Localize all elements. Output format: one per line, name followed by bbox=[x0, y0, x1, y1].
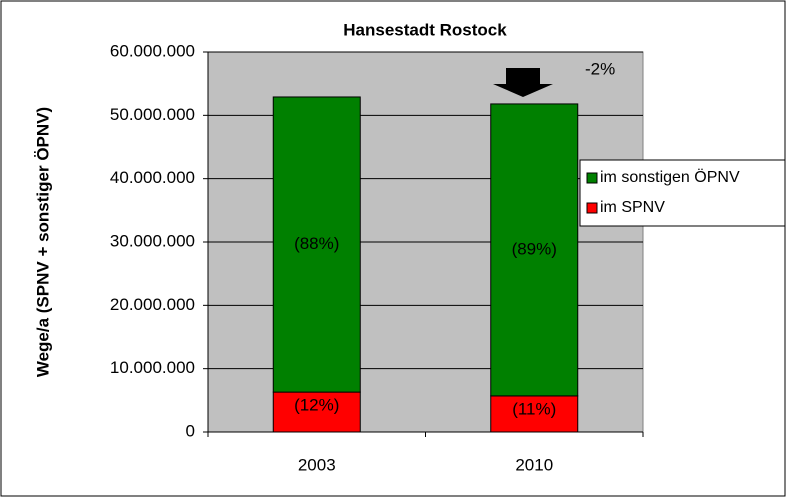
y-tick-label: 60.000.000 bbox=[110, 41, 195, 60]
y-axis-title: Wege/a (SPNV + sonstiger ÖPNV) bbox=[33, 107, 52, 377]
legend-swatch bbox=[586, 202, 598, 214]
legend-label: im SPNV bbox=[600, 199, 665, 216]
y-tick-label: 50.000.000 bbox=[110, 105, 195, 124]
share-label: (12%) bbox=[294, 396, 339, 415]
share-label: (11%) bbox=[512, 399, 556, 418]
bar-segment bbox=[490, 395, 579, 433]
y-tick-label: 40.000.000 bbox=[110, 168, 195, 187]
bar-segment bbox=[272, 391, 361, 433]
bar-segment bbox=[490, 103, 579, 397]
y-tick-label: 0 bbox=[186, 421, 195, 440]
legend-label: im sonstigen ÖPNV bbox=[600, 168, 740, 186]
bar-segment bbox=[272, 96, 361, 393]
y-tick-label: 10.000.000 bbox=[110, 358, 195, 377]
chart-title: Hansestadt Rostock bbox=[343, 20, 507, 39]
share-label: (89%) bbox=[512, 239, 557, 258]
legend-box bbox=[579, 159, 786, 227]
legend-swatch bbox=[586, 172, 598, 184]
y-tick-label: 30.000.000 bbox=[110, 231, 195, 250]
annotation: -2% bbox=[585, 59, 615, 78]
share-label: (88%) bbox=[294, 234, 339, 253]
y-tick-label: 20.000.000 bbox=[110, 295, 195, 314]
arrow-icon bbox=[493, 68, 553, 97]
x-tick-label: 2003 bbox=[298, 455, 336, 474]
x-tick-label: 2010 bbox=[515, 455, 553, 474]
